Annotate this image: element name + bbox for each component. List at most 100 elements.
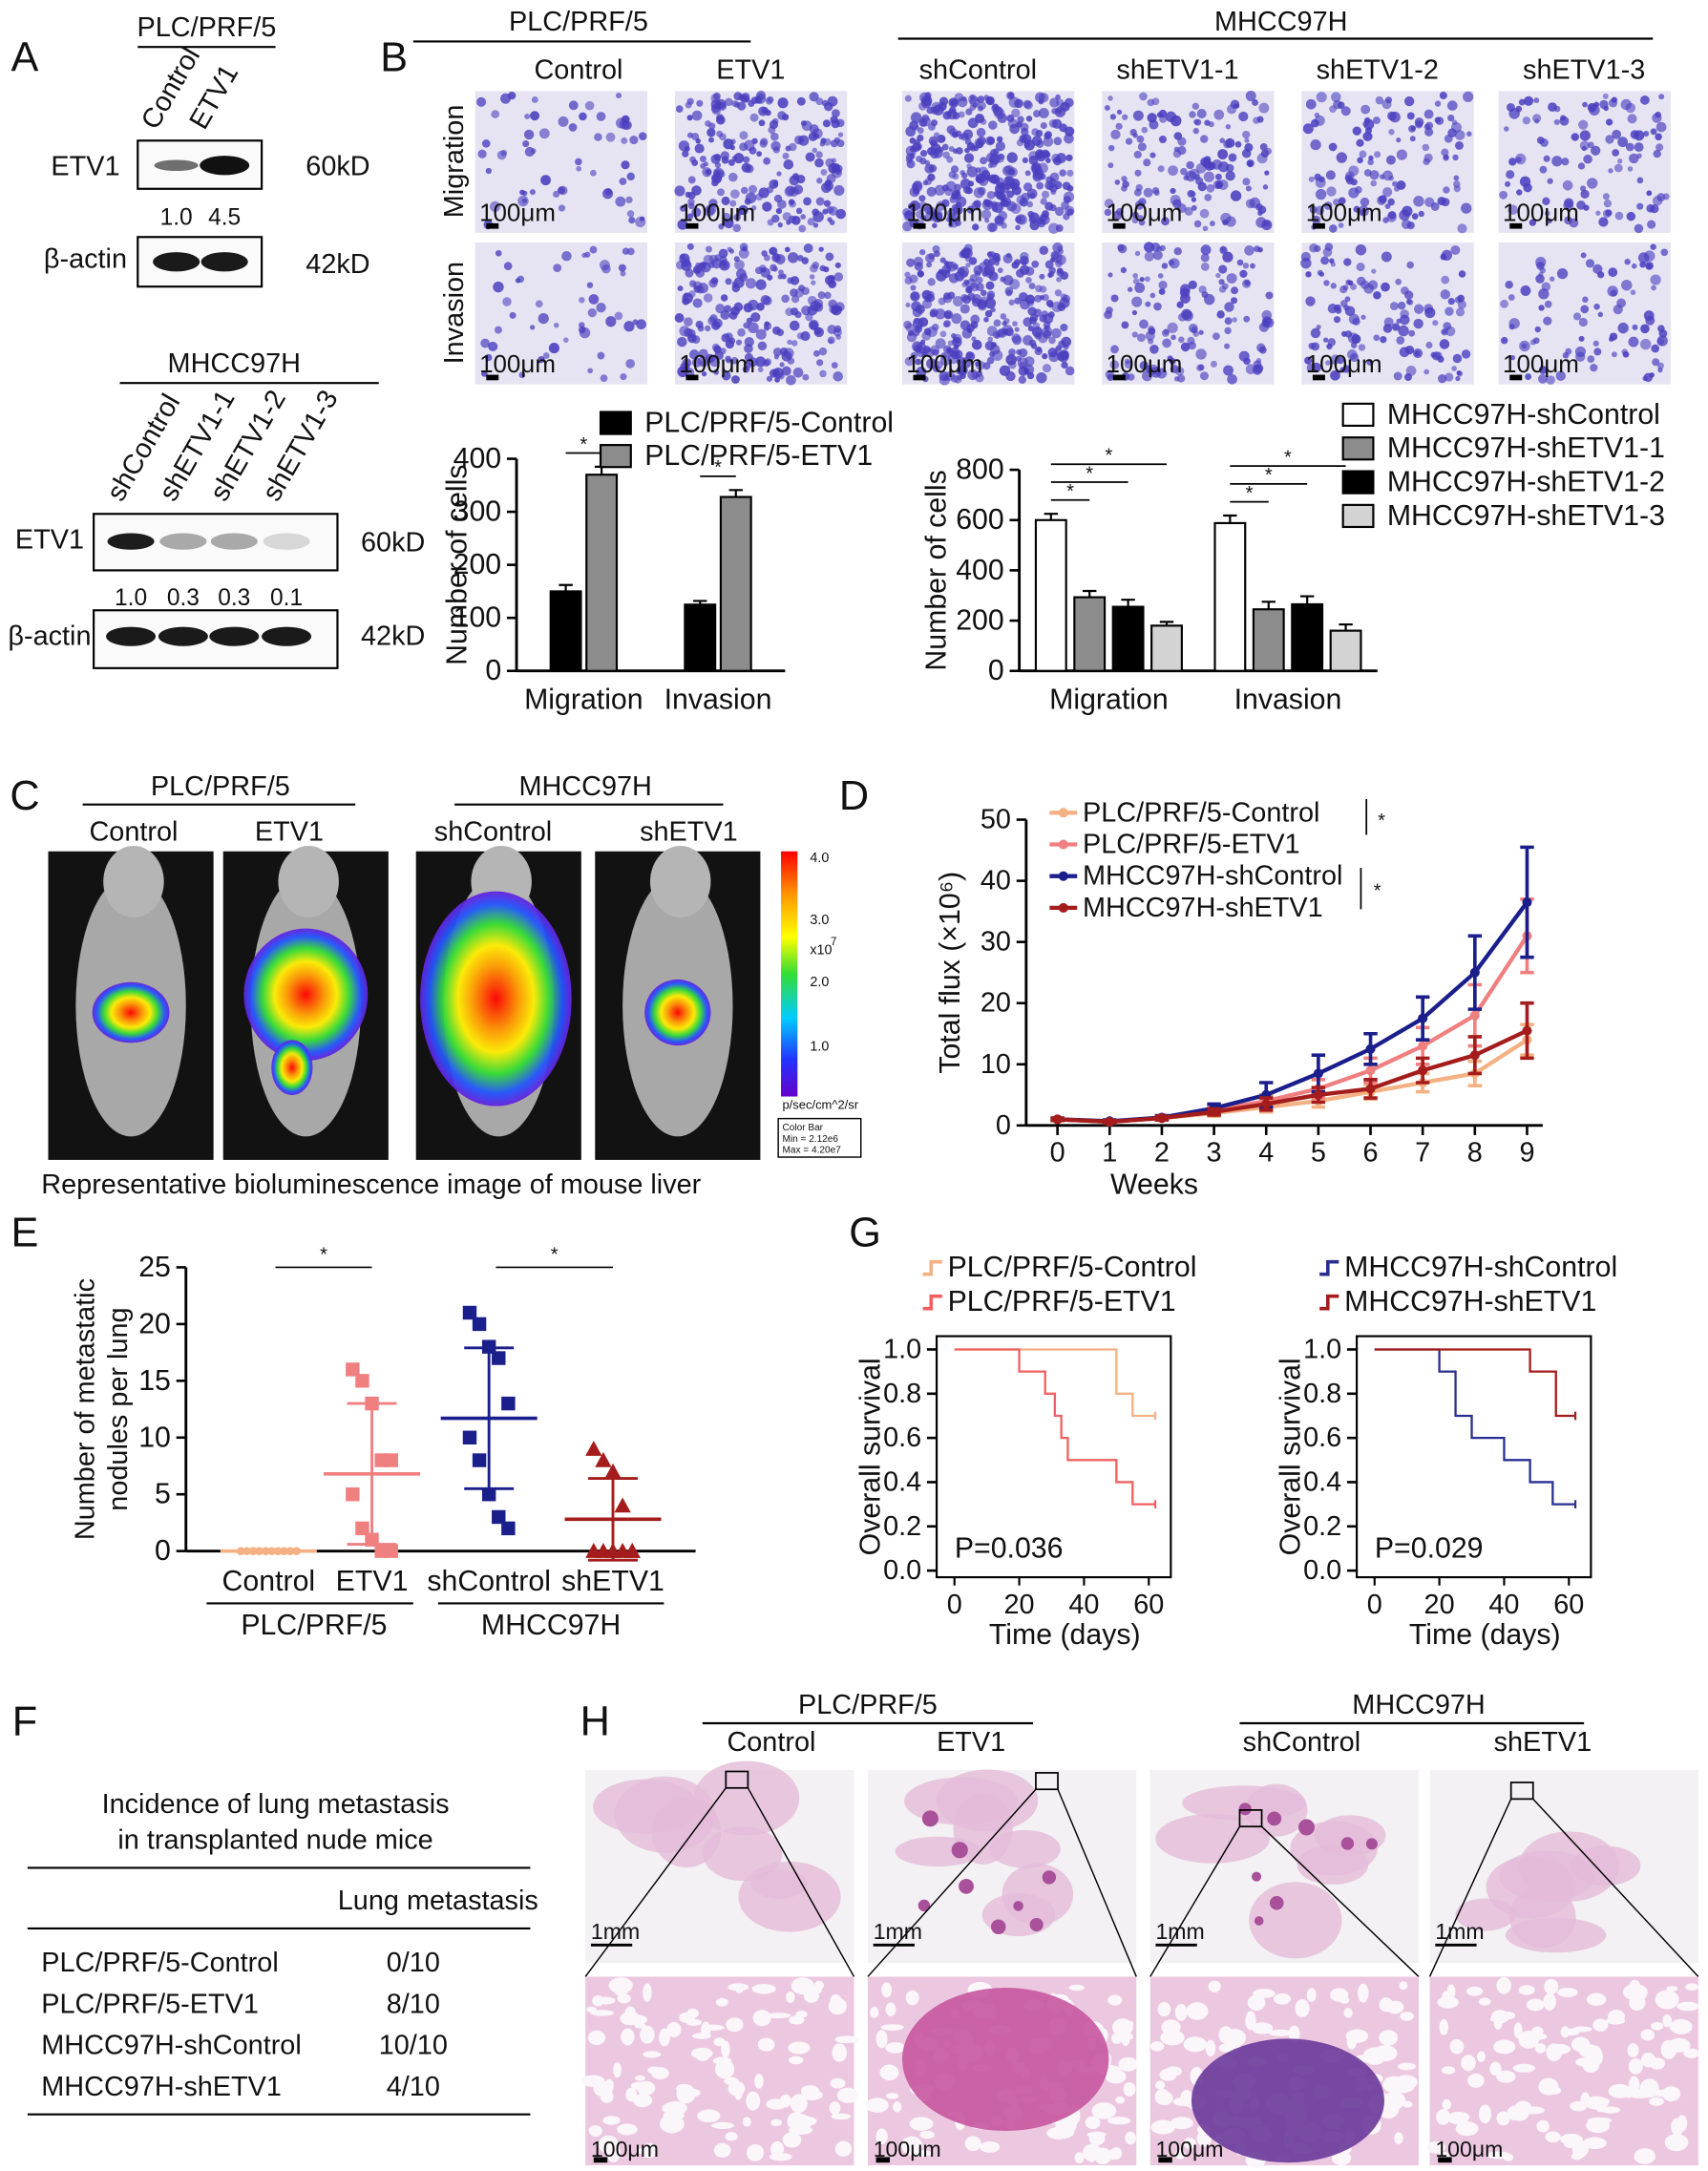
cell (770, 263, 777, 272)
cell (789, 200, 796, 208)
cell (1002, 321, 1007, 327)
cell (1369, 170, 1380, 180)
cell (1323, 280, 1330, 286)
cell (1406, 112, 1415, 120)
cell (1650, 243, 1656, 250)
label: PLC/PRF/5 (137, 12, 276, 43)
scale-bar-label: 1mm (591, 1919, 640, 1944)
y-tick-label: 0 (988, 655, 1004, 686)
cell (1309, 243, 1318, 253)
cell (1550, 276, 1555, 282)
row-label: Migration (439, 105, 470, 219)
cell (1049, 172, 1060, 182)
alveolus (787, 2114, 812, 2131)
cell (1652, 358, 1660, 367)
y-tick-label: 5 (155, 1479, 171, 1510)
cell (694, 143, 705, 154)
point (355, 1521, 369, 1536)
cell (1047, 311, 1055, 318)
alveolus (1608, 2083, 1632, 2098)
cell (1255, 358, 1262, 364)
table-cell: PLC/PRF/5-ETV1 (41, 1989, 259, 2019)
cell (1642, 375, 1648, 382)
colorbar-info: Color Bar (782, 1123, 823, 1133)
cell (809, 321, 818, 330)
cell (1590, 145, 1601, 156)
cell (1339, 367, 1346, 373)
panel-label: D (839, 773, 869, 819)
cell (1333, 199, 1340, 206)
cell (1064, 133, 1074, 144)
cell (538, 312, 549, 325)
bar (1073, 596, 1107, 672)
quant-label: 0.3 (218, 585, 250, 611)
cell (1580, 252, 1587, 259)
cell (938, 268, 944, 275)
alveolus (592, 1995, 604, 2007)
cell (626, 172, 635, 181)
cell (1152, 250, 1163, 261)
cell (1051, 301, 1063, 313)
cell (983, 316, 989, 323)
alveolus (1662, 2013, 1673, 2028)
cell (724, 305, 732, 313)
bar (549, 590, 582, 672)
cell (986, 190, 996, 200)
cell (1051, 252, 1063, 263)
protein-label: β-actin (44, 243, 127, 274)
alveolus (879, 2064, 899, 2081)
x-axis-label: Weeks (1110, 1169, 1198, 1200)
cell (1134, 169, 1142, 177)
cell (1048, 118, 1058, 128)
cell (968, 180, 975, 187)
colorbar-tick: 1.0 (810, 1040, 829, 1055)
cell (1534, 118, 1540, 124)
blot-band (262, 626, 312, 646)
cell (1224, 317, 1233, 326)
cell (1409, 136, 1416, 142)
cell (1044, 325, 1050, 331)
cell (945, 217, 952, 222)
alveolus (1557, 1987, 1578, 1998)
lung-lobe (693, 1760, 800, 1836)
cell (1121, 176, 1128, 182)
cell (728, 310, 738, 320)
alveolus (1400, 2012, 1414, 2021)
cell (1124, 360, 1133, 369)
alveolus (1346, 2034, 1357, 2050)
cell (777, 200, 787, 209)
cell (830, 139, 838, 148)
alveolus (1640, 2053, 1656, 2068)
cell (1404, 290, 1414, 300)
cell (1396, 318, 1402, 324)
cell (1363, 116, 1371, 124)
cell (812, 349, 820, 357)
cell (974, 137, 985, 149)
y-tick-label: 50 (981, 805, 1011, 835)
cell (1028, 283, 1036, 290)
cell (807, 305, 818, 316)
cell (1396, 137, 1402, 143)
scale-bar-label: 100μm (1503, 198, 1579, 226)
cell (1225, 163, 1234, 173)
cell (828, 338, 833, 345)
cell (1302, 123, 1314, 135)
significance-mark: * (1066, 481, 1074, 502)
alveolus (770, 2140, 785, 2158)
cell (691, 159, 699, 167)
cell (695, 137, 702, 144)
cell (1161, 263, 1169, 269)
cell (1396, 336, 1405, 345)
cell (477, 149, 487, 158)
cell (1325, 170, 1336, 180)
cell (677, 219, 688, 230)
significance-mark: * (320, 1244, 327, 1265)
cell (1210, 221, 1215, 226)
alveolus (608, 1977, 633, 1993)
error-bar (693, 600, 707, 605)
alveolus (1343, 2008, 1353, 2018)
cell (1374, 151, 1381, 158)
colorbar-info: Min = 2.12e6 (782, 1134, 838, 1145)
cell (1382, 170, 1393, 181)
cell (711, 343, 720, 351)
